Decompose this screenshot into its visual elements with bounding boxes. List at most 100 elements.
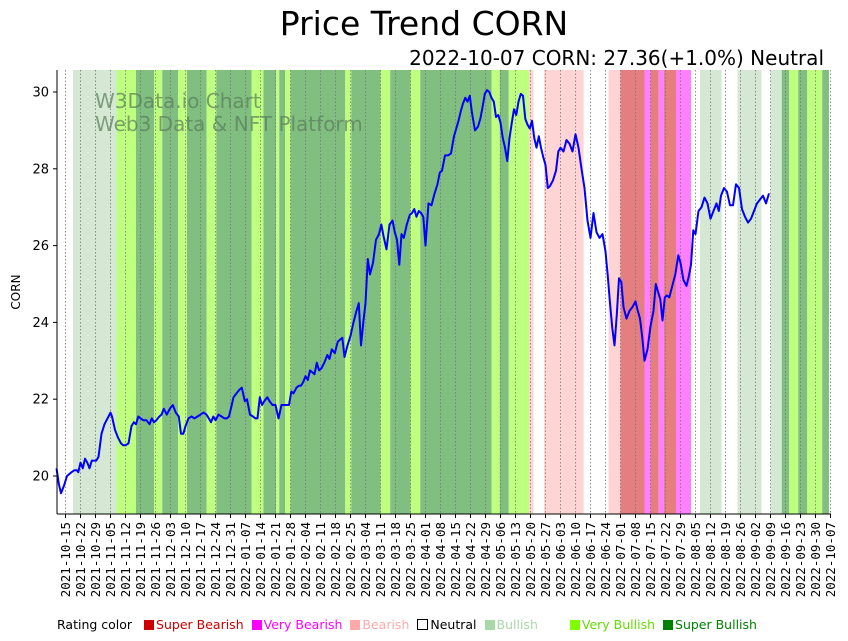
- legend-label-bullish: Bullish: [496, 617, 538, 632]
- x-tick-label: 2022-06-10: [568, 522, 583, 597]
- x-tick-label: 2021-10-15: [58, 522, 73, 597]
- watermark-line-2: Web3 Data & NFT Platform: [95, 112, 363, 136]
- legend-swatch-very-bearish: [251, 620, 262, 630]
- x-tick-label: 2022-07-01: [613, 522, 628, 597]
- rating-band-very-bearish: [644, 70, 651, 514]
- y-tick-label: 22: [32, 393, 49, 408]
- y-axis-label: CORN: [9, 274, 23, 309]
- legend-label-super-bearish: Super Bearish: [156, 617, 244, 632]
- rating-band-very-bullish: [807, 70, 823, 514]
- legend-label-very-bearish: Very Bearish: [263, 617, 343, 632]
- y-tick-label: 30: [32, 86, 49, 101]
- x-tick-label: 2022-09-09: [763, 522, 778, 597]
- y-tick-label: 20: [32, 470, 49, 485]
- rating-band-bullish: [73, 70, 117, 514]
- rating-band-very-bullish: [251, 70, 264, 514]
- x-tick-label: 2022-04-01: [418, 522, 433, 597]
- legend-swatch-bearish: [350, 620, 361, 630]
- rating-band-neutral: [721, 70, 738, 514]
- watermark-line-1: W3Data.io Chart: [95, 89, 261, 113]
- x-tick-label: 2022-04-22: [463, 522, 478, 597]
- x-gridlines: [65, 70, 831, 514]
- rating-band-very-bullish: [789, 70, 799, 514]
- x-tick-label: 2022-07-15: [643, 522, 658, 597]
- rating-band-neutral: [761, 70, 771, 514]
- rating-band-very-bullish: [410, 70, 421, 514]
- x-tick-label: 2022-04-29: [478, 522, 493, 597]
- x-tick-label: 2022-07-08: [628, 522, 643, 597]
- x-tick-label: 2022-03-25: [403, 522, 418, 597]
- chart-title: Price Trend CORN: [279, 4, 569, 43]
- legend-swatch-super-bullish: [663, 620, 674, 630]
- x-tick-label: 2022-05-13: [508, 522, 523, 597]
- x-tick-label: 2022-02-18: [328, 522, 343, 597]
- legend-label-super-bullish: Super Bullish: [675, 617, 757, 632]
- rating-band-super-bullish: [798, 70, 808, 514]
- x-tick-label: 2022-04-08: [433, 522, 448, 597]
- x-tick-label: 2021-11-26: [148, 522, 163, 597]
- rating-band-neutral: [829, 70, 831, 514]
- x-tick-label: 2021-10-22: [73, 522, 88, 597]
- x-tick-label: 2022-02-25: [343, 522, 358, 597]
- rating-band-super-bearish: [620, 70, 645, 514]
- x-tick-label: 2022-01-21: [268, 522, 283, 597]
- legend-label-very-bullish: Very Bullish: [581, 617, 656, 632]
- x-tick-label: 2022-02-04: [298, 522, 313, 597]
- legend-swatch-very-bullish: [569, 620, 580, 630]
- price-line: [55, 89, 770, 495]
- rating-band-very-bullish: [154, 70, 163, 514]
- rating-band-very-bullish: [178, 70, 187, 514]
- x-tick-label: 2021-11-05: [103, 522, 118, 597]
- legend-label-bearish: Bearish: [362, 617, 410, 632]
- rating-band-bearish: [608, 70, 621, 514]
- x-tick-label: 2022-06-17: [583, 522, 598, 597]
- rating-band-super-bullish: [187, 70, 207, 514]
- rating-band-very-bearish: [676, 70, 691, 514]
- x-tick-label: 2022-01-14: [253, 522, 268, 597]
- rating-band-neutral: [57, 70, 73, 514]
- rating-band-super-bullish: [390, 70, 411, 514]
- rating-bands: [57, 70, 831, 514]
- x-tick-label: 2022-03-04: [358, 522, 373, 597]
- rating-band-super-bullish: [263, 70, 277, 514]
- legend-label-neutral: Neutral: [430, 617, 477, 632]
- rating-band-bullish: [770, 70, 782, 514]
- legend-label: Rating color: [57, 617, 133, 632]
- axes: 20 22 24 26 28 30 2021-10-15 2021-10-22 2021-10-…: [32, 70, 838, 597]
- x-tick-label: 2022-05-20: [523, 522, 538, 597]
- rating-band-bullish: [737, 70, 762, 514]
- rating-band-very-bullish: [380, 70, 391, 514]
- x-tick-label: 2022-10-07: [823, 522, 838, 597]
- rating-band-very-bullish: [491, 70, 500, 514]
- legend-swatch-bullish: [484, 620, 495, 630]
- x-tick-label: 2022-04-15: [448, 522, 463, 597]
- x-tick-label: 2022-05-06: [493, 522, 508, 597]
- x-tick-label: 2021-12-24: [208, 522, 223, 597]
- x-tick-label: 2022-08-05: [688, 522, 703, 597]
- x-tick-label: 2022-09-16: [778, 522, 793, 597]
- y-tick-label: 24: [32, 316, 49, 331]
- legend: Rating color Super Bearish Very Bearish Be…: [57, 617, 761, 632]
- x-tick-label: 2021-10-29: [88, 522, 103, 597]
- x-tick-label: 2022-07-29: [673, 522, 688, 597]
- x-tick-label: 2021-11-12: [118, 522, 133, 597]
- rating-band-neutral: [583, 70, 609, 514]
- x-tick-label: 2021-12-17: [193, 522, 208, 597]
- rating-band-super-bullish: [136, 70, 154, 514]
- x-tick-label: 2021-11-19: [133, 522, 148, 597]
- rating-band-bearish: [529, 70, 534, 514]
- x-tick-label: 2022-01-07: [238, 522, 253, 597]
- x-tick-label: 2021-12-31: [223, 522, 238, 597]
- x-tick-label: 2022-01-28: [283, 522, 298, 597]
- legend-swatch-super-bearish: [144, 620, 155, 630]
- x-tick-label: 2022-08-12: [703, 522, 718, 597]
- x-tick-label: 2022-03-11: [373, 522, 388, 597]
- y-tick-label: 28: [32, 162, 49, 177]
- rating-band-very-bullish: [345, 70, 352, 514]
- rating-band-very-bullish: [116, 70, 136, 514]
- y-tick-label: 26: [32, 239, 49, 254]
- rating-band-neutral: [533, 70, 544, 514]
- rating-band-super-bullish: [279, 70, 286, 514]
- price-series: [55, 89, 770, 495]
